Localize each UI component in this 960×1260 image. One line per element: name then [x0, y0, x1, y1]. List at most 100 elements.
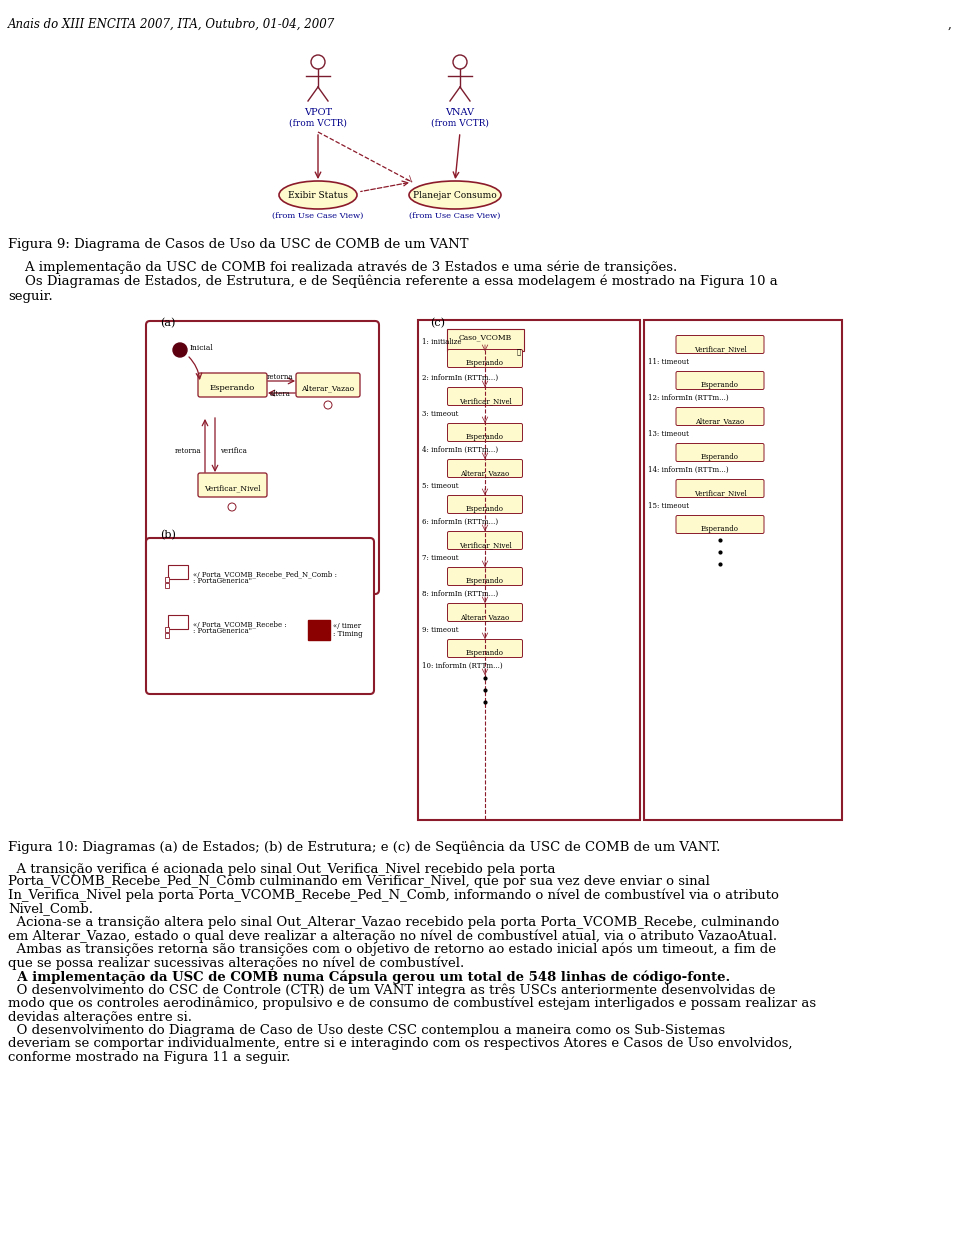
- Text: (from VCTR): (from VCTR): [431, 118, 489, 129]
- FancyBboxPatch shape: [447, 349, 522, 368]
- Bar: [165, 577, 169, 582]
- Text: Esperando: Esperando: [701, 381, 739, 389]
- Text: Os Diagramas de Estados, de Estrutura, e de Seqüência referente a essa modelagem: Os Diagramas de Estados, de Estrutura, e…: [8, 275, 778, 289]
- Text: A implementação da USC de COMB foi realizada através de 3 Estados e uma série de: A implementação da USC de COMB foi reali…: [8, 260, 677, 273]
- Text: (from Use Case View): (from Use Case View): [273, 212, 364, 220]
- Text: que se possa realizar sucessivas alterações no nível de combustível.: que se possa realizar sucessivas alteraç…: [8, 956, 465, 970]
- FancyBboxPatch shape: [447, 423, 522, 441]
- Text: O desenvolvimento do Diagrama de Caso de Uso deste CSC contemplou a maneira como: O desenvolvimento do Diagrama de Caso de…: [8, 1024, 725, 1037]
- Bar: [168, 564, 188, 580]
- FancyBboxPatch shape: [447, 329, 524, 352]
- Text: Alterar_Vazao: Alterar_Vazao: [461, 469, 510, 478]
- Text: Alterar_Vazao: Alterar_Vazao: [695, 417, 745, 425]
- Text: 12: informIn (RTTm...): 12: informIn (RTTm...): [648, 394, 729, 402]
- Text: 5: timeout: 5: timeout: [422, 483, 459, 490]
- Text: Verificar_Nivel: Verificar_Nivel: [694, 489, 746, 496]
- Bar: [308, 620, 330, 640]
- Text: (a): (a): [160, 318, 176, 329]
- Text: 7: timeout: 7: timeout: [422, 554, 459, 562]
- Text: Esperando: Esperando: [209, 384, 254, 392]
- FancyBboxPatch shape: [447, 495, 522, 514]
- FancyBboxPatch shape: [447, 388, 522, 406]
- Text: VNAV: VNAV: [445, 108, 474, 117]
- FancyBboxPatch shape: [447, 532, 522, 549]
- Text: Esperando: Esperando: [701, 525, 739, 533]
- Text: VPOT: VPOT: [304, 108, 332, 117]
- FancyBboxPatch shape: [146, 538, 374, 694]
- Text: em Alterar_Vazao, estado o qual deve realizar a alteração no nível de combustíve: em Alterar_Vazao, estado o qual deve rea…: [8, 930, 778, 942]
- Text: ⌗: ⌗: [516, 348, 521, 354]
- FancyBboxPatch shape: [198, 472, 267, 496]
- Text: 2: informIn (RTTm...): 2: informIn (RTTm...): [422, 374, 498, 382]
- FancyBboxPatch shape: [676, 515, 764, 533]
- FancyBboxPatch shape: [447, 640, 522, 658]
- FancyBboxPatch shape: [676, 335, 764, 354]
- Text: deveriam se comportar individualmente, entre si e interagindo com os respectivos: deveriam se comportar individualmente, e…: [8, 1037, 793, 1051]
- Text: (from Use Case View): (from Use Case View): [409, 212, 501, 220]
- Circle shape: [173, 343, 187, 357]
- Text: Caso_VCOMB: Caso_VCOMB: [459, 333, 512, 341]
- FancyBboxPatch shape: [676, 480, 764, 498]
- Text: O desenvolvimento do CSC de Controle (CTR) de um VANT integra as três USCs anter: O desenvolvimento do CSC de Controle (CT…: [8, 984, 776, 997]
- Text: Alterar_Vazao: Alterar_Vazao: [461, 614, 510, 621]
- Text: Verificar_Nivel: Verificar_Nivel: [459, 541, 512, 549]
- Text: devidas alterações entre si.: devidas alterações entre si.: [8, 1011, 192, 1023]
- Text: conforme mostrado na Figura 11 a seguir.: conforme mostrado na Figura 11 a seguir.: [8, 1051, 290, 1063]
- Text: retorna: retorna: [267, 373, 294, 381]
- Text: A transição verifica é acionada pelo sinal Out_Verifica_Nivel recebido pela port: A transição verifica é acionada pelo sin…: [8, 862, 556, 876]
- Text: altera: altera: [270, 391, 291, 398]
- Text: : PortaGenerica": : PortaGenerica": [193, 627, 252, 635]
- Text: 3: timeout: 3: timeout: [422, 410, 458, 418]
- Text: Esperando: Esperando: [466, 649, 504, 656]
- Text: «/ Porta_VCOMB_Recebe_Ped_N_Comb :: «/ Porta_VCOMB_Recebe_Ped_N_Comb :: [193, 570, 337, 578]
- Text: retorna: retorna: [175, 447, 202, 455]
- Text: verifica: verifica: [220, 447, 247, 455]
- FancyBboxPatch shape: [676, 407, 764, 426]
- Text: Verificar_Nivel: Verificar_Nivel: [459, 397, 512, 404]
- Text: Verificar_Nivel: Verificar_Nivel: [204, 484, 260, 491]
- Text: Esperando: Esperando: [701, 454, 739, 461]
- Text: Inicial: Inicial: [190, 344, 214, 352]
- Text: 11: timeout: 11: timeout: [648, 358, 689, 365]
- Text: Verificar_Nivel: Verificar_Nivel: [694, 345, 746, 353]
- FancyBboxPatch shape: [447, 460, 522, 478]
- Text: In_Verifica_Nivel pela porta Porta_VCOMB_Recebe_Ped_N_Comb, informando o nível d: In_Verifica_Nivel pela porta Porta_VCOMB…: [8, 890, 779, 902]
- Text: (c): (c): [430, 318, 445, 329]
- FancyBboxPatch shape: [198, 373, 267, 397]
- Bar: [165, 583, 169, 588]
- Text: Nivel_Comb.: Nivel_Comb.: [8, 902, 93, 916]
- Text: «/ timer: «/ timer: [333, 622, 361, 630]
- Text: 6: informIn (RTTm...): 6: informIn (RTTm...): [422, 518, 498, 525]
- Bar: [418, 320, 640, 820]
- Bar: [165, 627, 169, 633]
- Text: Alterar_Vazao: Alterar_Vazao: [301, 384, 354, 392]
- FancyBboxPatch shape: [676, 372, 764, 389]
- Text: 14: informIn (RTTm...): 14: informIn (RTTm...): [648, 466, 729, 474]
- FancyBboxPatch shape: [447, 604, 522, 621]
- Bar: [168, 615, 188, 629]
- Text: 10: informIn (RTTm...): 10: informIn (RTTm...): [422, 662, 503, 670]
- Ellipse shape: [409, 181, 501, 209]
- Text: 4: informIn (RTTm...): 4: informIn (RTTm...): [422, 446, 498, 454]
- Text: Exibir Status: Exibir Status: [288, 190, 348, 199]
- Ellipse shape: [279, 181, 357, 209]
- FancyBboxPatch shape: [676, 444, 764, 461]
- Text: Esperando: Esperando: [466, 577, 504, 585]
- Text: (from VCTR): (from VCTR): [289, 118, 347, 129]
- Text: Figura 9: Diagrama de Casos de Uso da USC de COMB de um VANT: Figura 9: Diagrama de Casos de Uso da US…: [8, 238, 468, 251]
- Text: Esperando: Esperando: [466, 433, 504, 441]
- Text: seguir.: seguir.: [8, 290, 53, 302]
- Text: Planejar Consumo: Planejar Consumo: [413, 190, 497, 199]
- Text: Ambas as transições retorna são transições com o objetivo de retorno ao estado i: Ambas as transições retorna são transiçõ…: [8, 942, 776, 956]
- Text: A implementação da USC de COMB numa Cápsula gerou um total de 548 linhas de códi: A implementação da USC de COMB numa Cáps…: [8, 970, 731, 984]
- FancyBboxPatch shape: [296, 373, 360, 397]
- Text: Figura 10: Diagramas (a) de Estados; (b) de Estrutura; e (c) de Seqüência da USC: Figura 10: Diagramas (a) de Estados; (b)…: [8, 840, 720, 853]
- FancyBboxPatch shape: [146, 321, 379, 593]
- Bar: [644, 320, 842, 820]
- Text: Anais do XIII ENCITA 2007, ITA, Outubro, 01-04, 2007: Anais do XIII ENCITA 2007, ITA, Outubro,…: [8, 18, 335, 32]
- Text: 9: timeout: 9: timeout: [422, 626, 459, 634]
- Text: Esperando: Esperando: [466, 359, 504, 367]
- Text: (b): (b): [160, 530, 176, 541]
- Text: «/ Porta_VCOMB_Recebe :: «/ Porta_VCOMB_Recebe :: [193, 620, 287, 627]
- Text: 15: timeout: 15: timeout: [648, 501, 689, 510]
